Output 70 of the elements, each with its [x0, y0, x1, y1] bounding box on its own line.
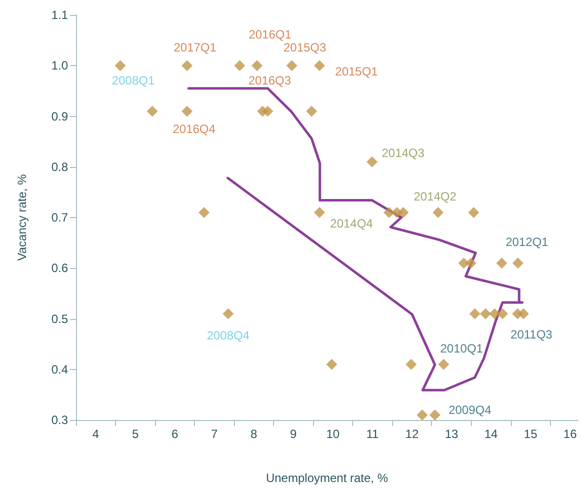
- x-tick-label: 12: [405, 427, 419, 441]
- point: [438, 358, 450, 370]
- annotation: 2014Q4: [330, 216, 374, 230]
- annotation: 2016Q1: [248, 28, 292, 42]
- point: [518, 308, 529, 320]
- annotation: 2014Q2: [414, 189, 457, 204]
- x-tick-label: 14: [484, 427, 498, 441]
- x-axis-title: Unemployment rate, %: [266, 471, 388, 485]
- point: [366, 156, 378, 168]
- point: [384, 206, 395, 218]
- annotation: 2016Q3: [248, 73, 292, 88]
- x-tick-label: 10: [326, 427, 340, 441]
- annotation: 2017Q1: [174, 40, 217, 55]
- point: [182, 60, 193, 72]
- annotation: 2010Q1: [440, 341, 484, 356]
- point: [468, 206, 480, 218]
- point: [146, 106, 158, 117]
- y-tick-label: 0.6: [51, 261, 68, 276]
- point: [114, 60, 126, 72]
- point: [406, 358, 417, 370]
- point: [465, 258, 476, 269]
- x-tick-label: 11: [366, 427, 380, 441]
- annotation: 2015Q1: [335, 64, 378, 79]
- point: [286, 60, 298, 72]
- point: [182, 106, 193, 117]
- point: [469, 308, 480, 320]
- y-tick-label: 0.8: [51, 160, 68, 174]
- x-tick-label: 13: [444, 427, 459, 441]
- point: [429, 409, 440, 420]
- point: [480, 308, 492, 320]
- point: [416, 409, 428, 420]
- point: [326, 358, 338, 370]
- point: [497, 308, 508, 320]
- point: [314, 206, 325, 218]
- annotation: 2011Q3: [510, 328, 553, 342]
- annotation: 2015Q3: [283, 40, 326, 55]
- y-tick-label: 1.1: [51, 8, 68, 22]
- y-tick-label: 0.9: [51, 109, 68, 124]
- annotation: 2009Q4: [448, 402, 492, 417]
- point: [314, 60, 325, 72]
- annotation: 2014Q3: [382, 146, 425, 160]
- point: [222, 308, 234, 320]
- point: [306, 106, 318, 117]
- x-tick-label: 5: [132, 427, 139, 441]
- y-tick-label: 0.5: [51, 312, 68, 326]
- point: [252, 60, 263, 72]
- y-axis-title: Vacancy rate, %: [15, 174, 29, 261]
- point: [432, 206, 444, 218]
- point: [198, 206, 210, 218]
- x-tick-label: 4: [92, 427, 100, 441]
- annotation: 2008Q1: [112, 74, 155, 88]
- y-tick-label: 0.7: [51, 210, 68, 224]
- annotation: 2008Q4: [206, 328, 250, 343]
- y-tick-label: 0.4: [51, 362, 68, 376]
- point: [262, 106, 274, 117]
- x-tick-label: 8: [250, 427, 258, 441]
- y-tick-label: 0.3: [51, 413, 68, 427]
- x-tick-label: 7: [211, 427, 218, 441]
- annotation: 2012Q1: [506, 235, 549, 250]
- point: [496, 258, 508, 269]
- x-tick-label: 6: [171, 427, 178, 441]
- y-tick-label: 1.0: [51, 58, 68, 73]
- point: [512, 258, 524, 269]
- x-tick-label: 15: [524, 427, 538, 441]
- x-tick-label: 16: [563, 427, 578, 441]
- point: [234, 60, 246, 72]
- point: [489, 308, 500, 320]
- annotation: 2016Q4: [172, 122, 216, 136]
- x-tick-label: 9: [290, 427, 298, 441]
- point: [398, 206, 409, 218]
